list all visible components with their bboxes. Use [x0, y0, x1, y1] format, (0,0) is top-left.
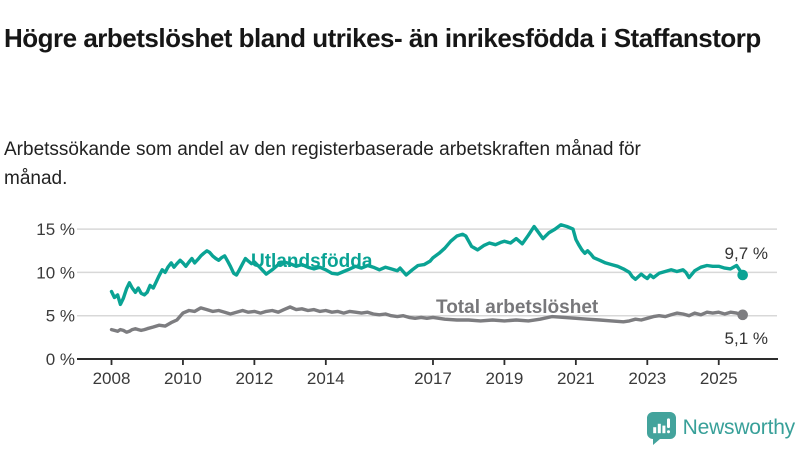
x-axis-tick-label: 2019 [486, 369, 524, 388]
series-label-total-arbetsloshet: Total arbetslöshet [436, 297, 599, 318]
series-label-utlandsfodda: Utlandsfödda [251, 251, 373, 272]
end-value-utlandsfodda: 9,7 % [724, 244, 768, 263]
series-end-dot-utlandsfodda [737, 269, 748, 281]
end-value-total: 5,1 % [724, 329, 768, 348]
x-axis-tick-label: 2010 [164, 369, 202, 388]
y-axis-tick-label: 0 % [46, 350, 75, 369]
y-axis-tick-label: 10 % [36, 263, 75, 282]
x-axis-tick-label: 2017 [414, 369, 452, 388]
series-line-total [109, 305, 745, 334]
line-chart: 0 % 5 % 10 % 15 % 2008 2010 2012 2014 2017 2019 20… [0, 200, 800, 400]
series-end-dot-total [737, 309, 748, 321]
newsworthy-bubble-chart-icon [646, 411, 676, 445]
series-line-utlandsfodda [109, 223, 745, 307]
x-axis-tick-label: 2008 [93, 369, 131, 388]
newsworthy-logo: Newsworthy [646, 411, 795, 445]
x-axis-tick-label: 2014 [307, 369, 345, 388]
x-axis-tick-label: 2021 [557, 369, 595, 388]
chart-canvas: 0 % 5 % 10 % 15 % 2008 2010 2012 2014 2017 2019 20… [36, 220, 778, 388]
x-axis-tick-label: 2023 [628, 369, 666, 388]
x-axis-tick-label: 2012 [235, 369, 273, 388]
newsworthy-wordmark: Newsworthy [682, 416, 796, 439]
y-axis-tick-label: 5 % [46, 307, 75, 326]
x-axis-tick-label: 2025 [700, 369, 738, 388]
chart-subtitle: Arbetssökande som andel av den registerb… [4, 139, 641, 190]
page-title: Högre arbetslöshet bland utrikes- än inr… [4, 23, 761, 54]
y-axis-tick-label: 15 % [36, 220, 75, 239]
